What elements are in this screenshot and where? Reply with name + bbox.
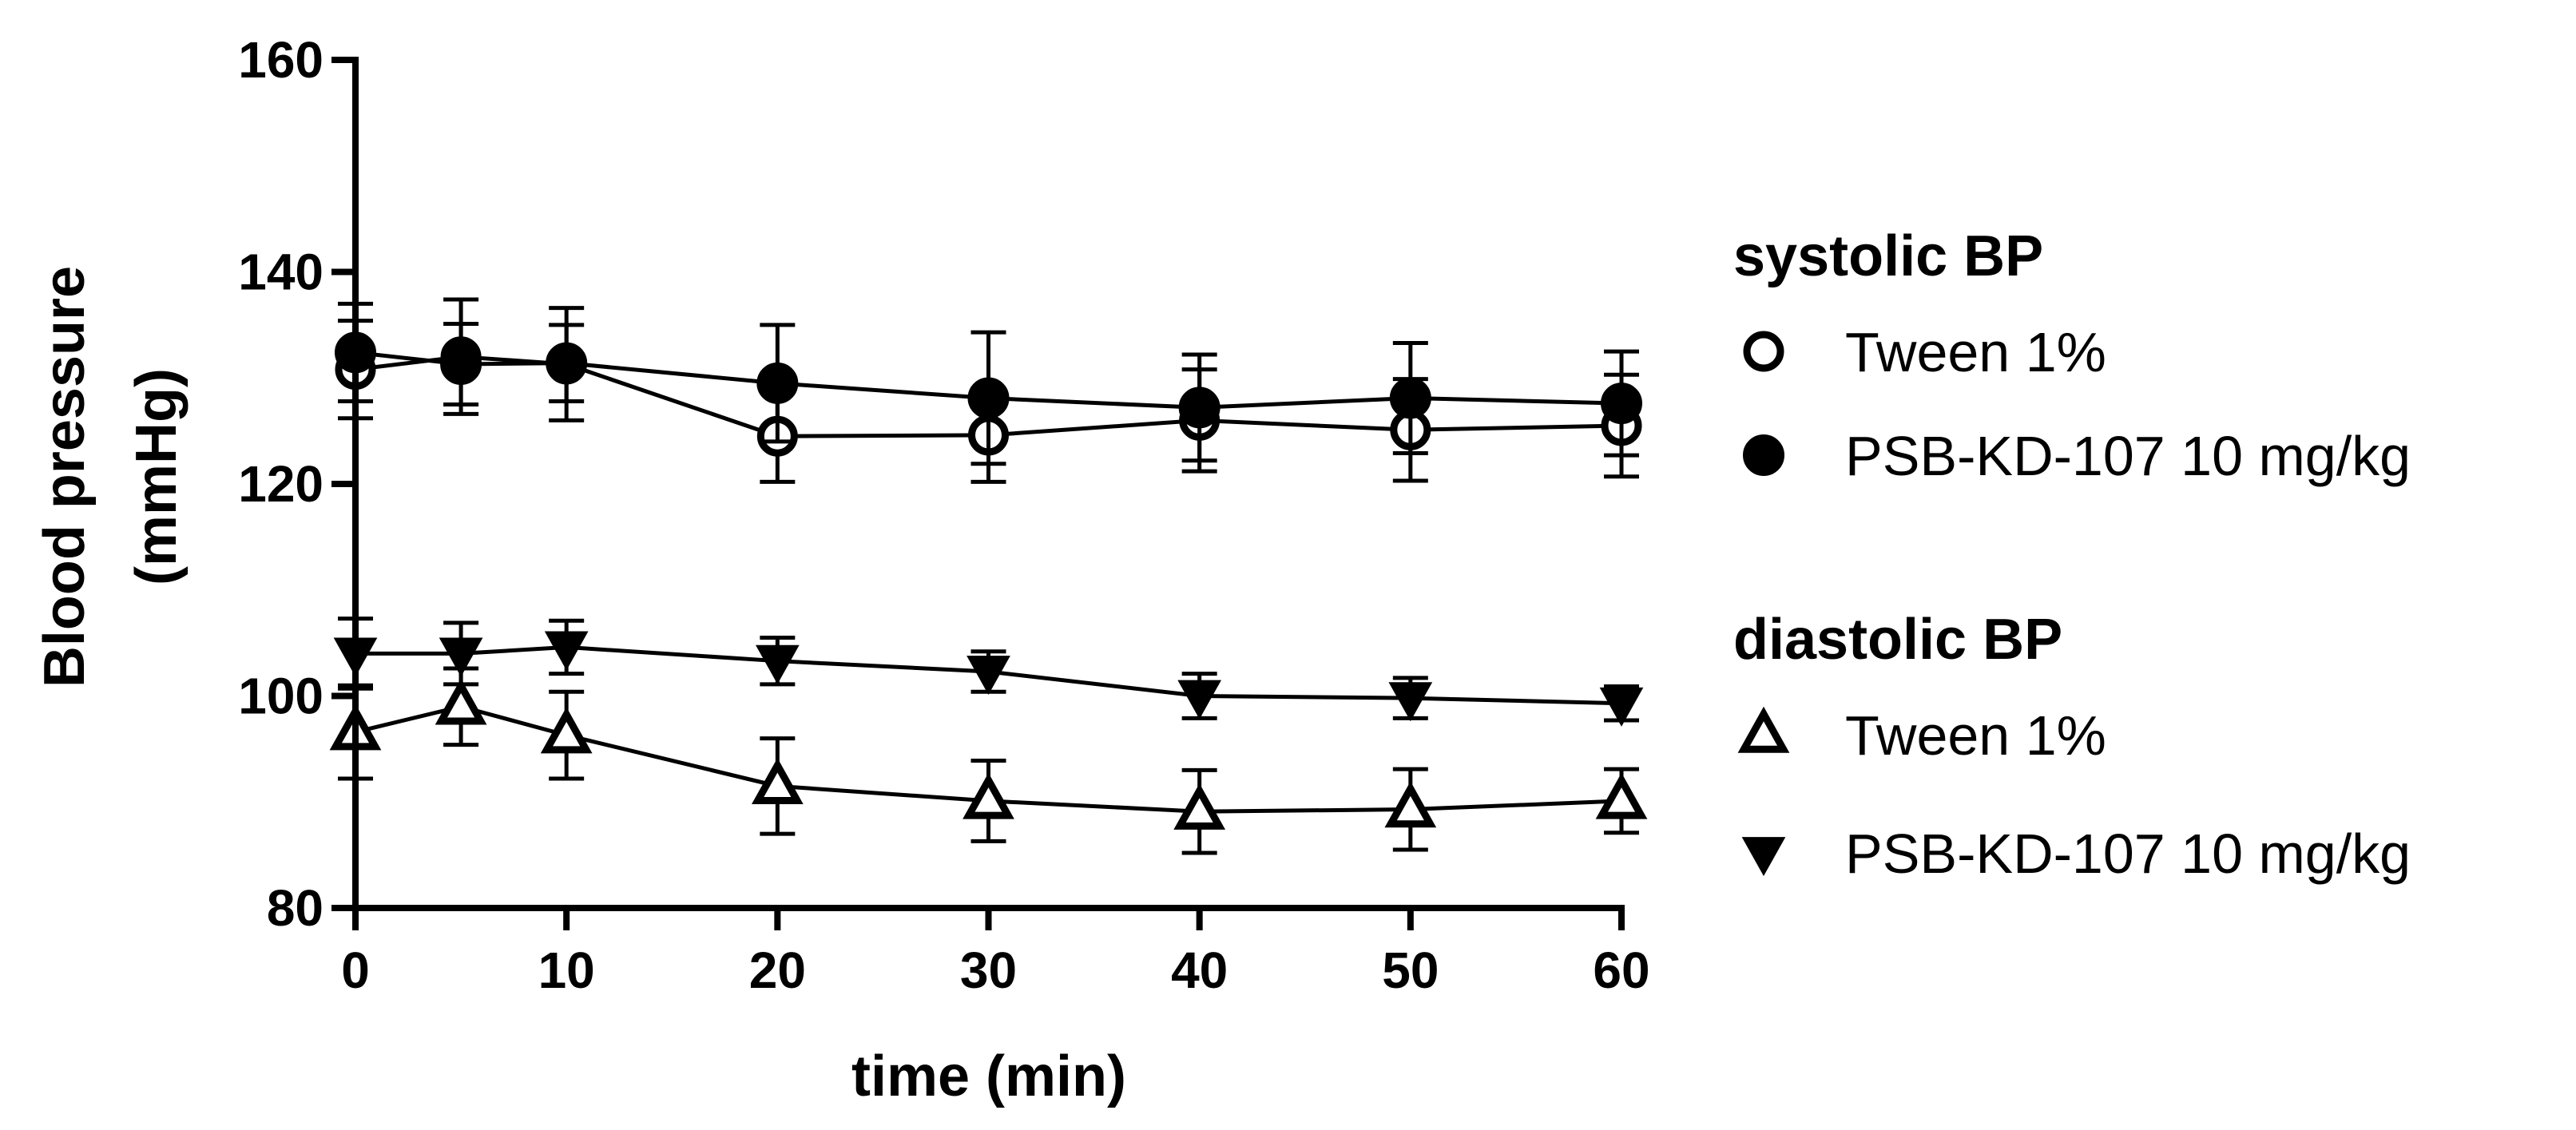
x-tick-label: 30 bbox=[960, 942, 1017, 999]
marker-circle-filled bbox=[1601, 383, 1642, 425]
x-tick-label: 40 bbox=[1171, 942, 1228, 999]
series-line bbox=[355, 644, 1622, 706]
marker-triangle-up-open bbox=[1173, 783, 1226, 830]
y-tick-label: 100 bbox=[238, 668, 323, 725]
x-tick-label: 0 bbox=[341, 942, 370, 999]
series-1 bbox=[335, 301, 1642, 466]
y-ticks: 80 100 120 140 160 bbox=[238, 31, 355, 937]
marker-triangle-up-open bbox=[435, 678, 487, 725]
legend-label: Tween 1% bbox=[1845, 704, 2106, 767]
marker-circle-filled bbox=[1389, 377, 1431, 419]
legend-label: PSB-KD-107 10 mg/kg bbox=[1845, 823, 2411, 885]
legend-label: PSB-KD-107 10 mg/kg bbox=[1845, 425, 2411, 487]
marker-triangle-up-open bbox=[963, 772, 1014, 819]
marker-triangle-down-filled bbox=[544, 631, 589, 671]
marker-circle-filled bbox=[440, 343, 482, 385]
legend-group-title: diastolic BP bbox=[1733, 608, 2062, 672]
marker-triangle-up-open bbox=[540, 707, 593, 754]
y-tick-label: 140 bbox=[238, 244, 323, 301]
legend-item: PSB-KD-107 10 mg/kg bbox=[1743, 425, 2411, 487]
marker-triangle-down-filled bbox=[966, 656, 1010, 696]
marker-circle-filled bbox=[546, 342, 588, 384]
marker-triangle-up-open-legend bbox=[1737, 706, 1790, 753]
marker-triangle-up-open bbox=[1595, 772, 1648, 819]
x-tick-label: 20 bbox=[749, 942, 806, 999]
series-3 bbox=[333, 617, 1644, 727]
x-ticks: 0 10 20 30 40 50 60 bbox=[341, 908, 1650, 999]
y-tick-label: 160 bbox=[238, 31, 323, 89]
legend-label: Tween 1% bbox=[1845, 321, 2106, 383]
marker-triangle-down-filled-legend bbox=[1741, 837, 1786, 877]
marker-circle-filled bbox=[756, 362, 799, 404]
legend-item: Tween 1% bbox=[1737, 704, 2106, 767]
plot-area bbox=[329, 297, 1648, 855]
marker-triangle-down-filled bbox=[1177, 680, 1222, 720]
y-tick-label: 80 bbox=[267, 879, 323, 937]
x-axis-title: time (min) bbox=[851, 1045, 1126, 1108]
series-layer bbox=[329, 297, 1648, 855]
marker-circle-open-legend bbox=[1743, 331, 1784, 372]
legend-item: PSB-KD-107 10 mg/kg bbox=[1741, 823, 2411, 885]
y-axis-title-line2: (mmHg) bbox=[125, 368, 189, 585]
legend-item: Tween 1% bbox=[1743, 321, 2106, 383]
marker-circle-filled bbox=[967, 377, 1010, 419]
legend-group-title: systolic BP bbox=[1733, 224, 2043, 288]
y-tick-label: 120 bbox=[238, 455, 323, 513]
x-tick-label: 60 bbox=[1593, 942, 1649, 999]
marker-triangle-up-open bbox=[751, 758, 804, 805]
marker-circle-filled-legend bbox=[1743, 434, 1784, 476]
axes: 80 100 120 140 160 0 10 20 30 40 50 60 bbox=[238, 31, 1649, 999]
marker-triangle-up-open bbox=[1384, 781, 1437, 828]
marker-circle-filled bbox=[1178, 387, 1221, 429]
marker-triangle-down-filled bbox=[439, 637, 483, 677]
x-tick-label: 50 bbox=[1382, 942, 1439, 999]
marker-triangle-down-filled bbox=[1388, 682, 1433, 722]
marker-triangle-down-filled bbox=[1599, 687, 1644, 727]
marker-triangle-down-filled bbox=[755, 644, 800, 684]
legend: systolic BP Tween 1% PSB-KD-107 10 mg/kg di… bbox=[1733, 224, 2411, 885]
series-2 bbox=[329, 666, 1648, 855]
y-axis-title-line1: Blood pressure bbox=[33, 266, 97, 688]
x-tick-label: 10 bbox=[538, 942, 595, 999]
